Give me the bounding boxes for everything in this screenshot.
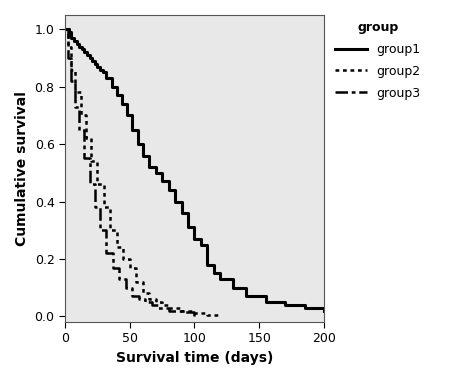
X-axis label: Survival time (days): Survival time (days): [116, 351, 273, 365]
Legend: group1, group2, group3: group1, group2, group3: [335, 21, 421, 100]
Y-axis label: Cumulative survival: Cumulative survival: [15, 91, 29, 246]
